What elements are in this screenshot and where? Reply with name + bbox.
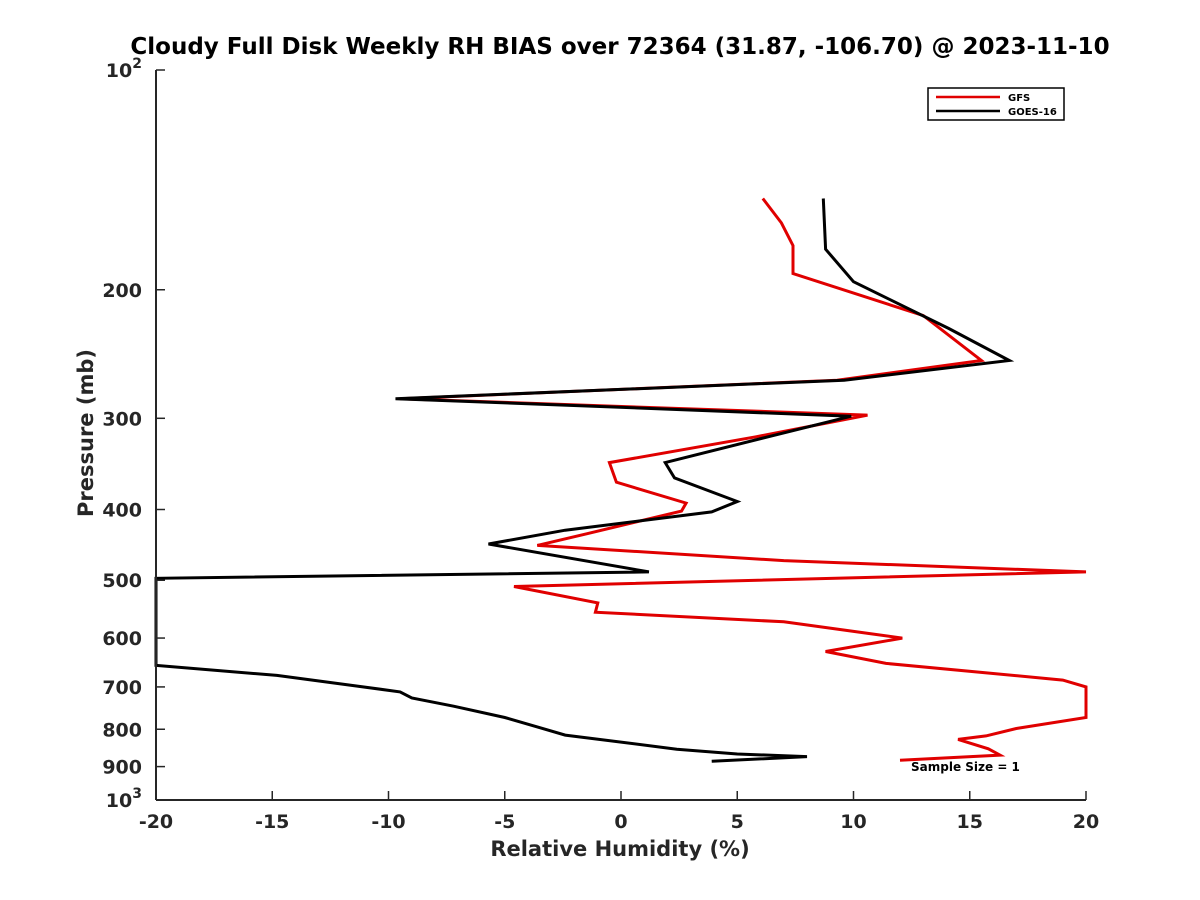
x-tick-label: 5 [731,811,744,833]
sample-size-annotation: Sample Size = 1 [911,760,1020,774]
y-tick-label: 400 [102,500,142,522]
y-tick-label: 200 [102,280,142,302]
ticks-layer: -20 -15 -10 -5 0 5 10 15 20 102 200 300 400 500 600 700… [102,56,1099,833]
x-tick-label: 15 [957,811,983,833]
series-line-gfs [400,197,1088,762]
series-layer [154,197,1088,763]
chart-title: Cloudy Full Disk Weekly RH BIAS over 723… [130,34,1109,60]
y-tick-label: 800 [102,719,142,741]
y-tick-label: 900 [102,757,142,779]
y-tick-label: 600 [102,628,142,650]
x-tick-label: 20 [1073,811,1099,833]
series-line-goes-16 [154,198,1015,763]
x-tick-label: 0 [614,811,627,833]
y-tick-label: 103 [106,786,142,812]
y-tick-label: 102 [106,56,142,82]
x-tick-label: -5 [494,811,515,833]
y-tick-label: 300 [102,408,142,430]
y-tick-label: 500 [102,570,142,592]
x-tick-label: -15 [255,811,289,833]
legend-label-gfs: GFS [1008,93,1030,104]
y-tick-label: 700 [102,677,142,699]
x-tick-label: -20 [139,811,173,833]
legend-box [927,87,1065,121]
legend-label-goes-16: GOES-16 [1008,107,1057,118]
x-axis-title: Relative Humidity (%) [490,837,749,861]
plot-area [156,70,1086,800]
legend: GFS GOES-16 [927,87,1065,121]
y-axis-title: Pressure (mb) [74,349,98,517]
x-tick-label: -10 [371,811,405,833]
x-tick-label: 10 [840,811,866,833]
